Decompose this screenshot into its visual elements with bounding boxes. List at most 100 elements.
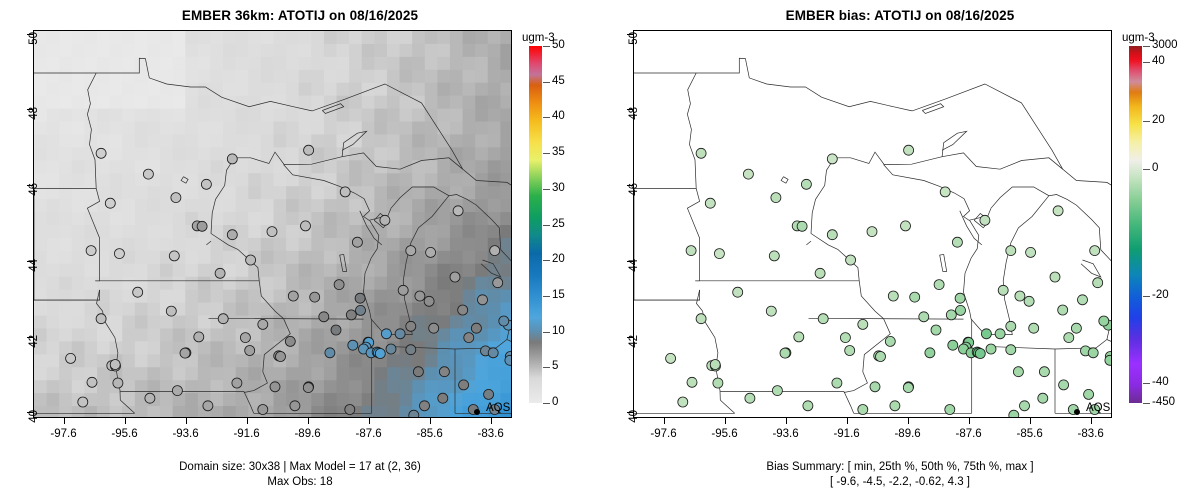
grid-cell [147,56,161,71]
y-tick-label: 48 [628,107,640,121]
grid-cell [109,393,123,407]
map-boundary [832,151,1063,170]
grid-cell [185,43,199,58]
grid-cell [235,367,249,381]
grid-cell [210,69,224,84]
grid-cell [185,289,199,304]
monitor-site [1057,304,1069,316]
grid-cell [248,95,262,110]
grid-cell [323,406,338,417]
y-tick [627,109,633,111]
monitor-site [354,292,366,304]
grid-cell [412,199,426,213]
grid-cell [223,250,237,265]
grid-cell [286,237,300,252]
monitor-site [869,381,881,393]
grid-cell [185,186,199,200]
grid-cell [500,302,511,317]
grid-cell [134,121,149,136]
monitor-site [492,277,504,289]
monitor-site [226,229,238,241]
grid-cell [84,134,98,148]
grid-cell [412,406,426,417]
grid-cell [122,250,136,265]
monitor-site [77,396,89,408]
grid-cell [147,69,161,84]
grid-cell [122,225,136,239]
grid-cell [500,31,511,45]
grid-cell [34,121,48,136]
grid-cell [399,302,413,317]
monitor-site [245,254,257,266]
grid-cell [361,108,375,123]
grid-cell [500,289,511,304]
grid-cell [311,212,325,226]
grid-cell [197,108,212,123]
grid-cell [172,367,186,381]
grid-cell [437,289,451,304]
grid-cell [437,276,451,291]
grid-cell [336,160,350,174]
grid-cell [475,43,489,58]
grid-cell [59,186,73,200]
grid-cell [197,315,212,330]
grid-cell [34,328,48,342]
grid-cell [336,173,350,187]
grid-cell [210,341,224,355]
grid-cell [34,186,48,200]
grid-cell [122,108,136,123]
grid-cell [500,237,511,252]
grid-cell [487,212,501,226]
grid-cell [349,95,363,110]
monitor-site [1087,347,1099,359]
grid-cell [374,225,388,239]
grid-cell [84,354,98,368]
grid-cell [109,328,123,342]
y-tick-label: 50 [628,31,640,45]
colorbar-tick [543,260,550,262]
grid-cell [185,250,199,265]
grid-cell [134,328,149,342]
grid-cell [109,186,123,200]
grid-cell [487,31,501,45]
grid-cell [462,160,476,174]
grid-cell [349,367,363,381]
grid-cell [437,121,451,136]
grid-cell [349,225,363,239]
grid-cell [386,173,401,187]
grid-cell [374,82,388,97]
grid-cell [147,302,161,317]
monitor-site [85,245,97,257]
grid-cell [46,250,60,265]
grid-cell [374,250,388,265]
grid-cell [248,186,262,200]
grid-cell [500,328,511,342]
grid-cell [59,95,73,110]
grid-cell [59,160,73,174]
grid-cell [197,82,212,97]
grid-cell [210,199,224,213]
grid-cell [298,250,312,265]
grid-cell [449,354,464,368]
grid-cell [197,121,212,136]
x-tick-label: -87.6 [355,428,382,440]
grid-cell [323,82,338,97]
grid-cell [449,315,464,330]
monitor-site [419,400,430,412]
monitor-site [939,186,951,198]
grid-cell [273,160,287,174]
grid-cell [59,263,73,278]
monitor-site [196,220,208,232]
monitor-site [933,279,945,291]
grid-cell [386,406,401,417]
monitor-site [414,290,426,302]
monitor-site [743,168,754,180]
grid-cell [298,328,312,342]
grid-cell [273,147,287,161]
grid-cell [197,186,212,200]
grid-cell [46,212,60,226]
monitor-site [330,324,342,336]
grid-cell [260,173,275,187]
grid-cell [134,263,149,278]
grid-cell [210,43,224,58]
